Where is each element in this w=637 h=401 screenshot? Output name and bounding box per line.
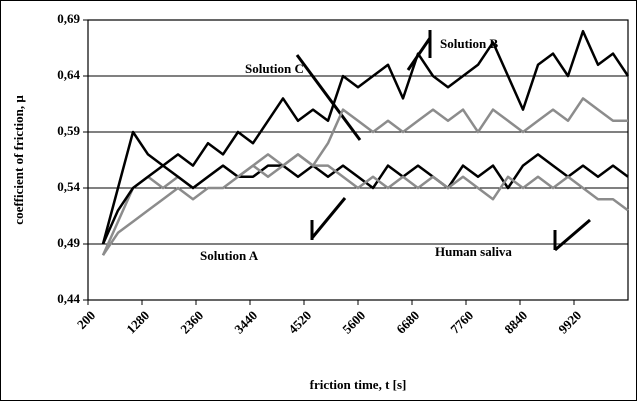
y-tick-label: 0,69 — [57, 11, 80, 26]
arrow — [310, 197, 347, 239]
annotation: Solution C — [245, 61, 304, 76]
annotation-arrows — [295, 30, 591, 252]
arrow — [554, 218, 591, 252]
annotation: Human saliva — [435, 244, 512, 259]
annotation: Solution A — [200, 248, 259, 263]
y-tick-label: 0,59 — [57, 123, 80, 138]
y-axis-label: coefficient of friction, μ — [11, 95, 26, 225]
y-tick-label: 0,64 — [57, 67, 80, 82]
series-line — [101, 29, 630, 245]
y-tick-label: 0,44 — [57, 291, 80, 306]
y-tick-label: 0,54 — [57, 179, 80, 194]
arrow — [295, 54, 362, 141]
series-line — [101, 153, 629, 256]
annotation: Solution B — [440, 36, 498, 51]
x-axis-label: friction time, t [s] — [310, 377, 407, 392]
y-tick-label: 0,49 — [57, 235, 80, 250]
